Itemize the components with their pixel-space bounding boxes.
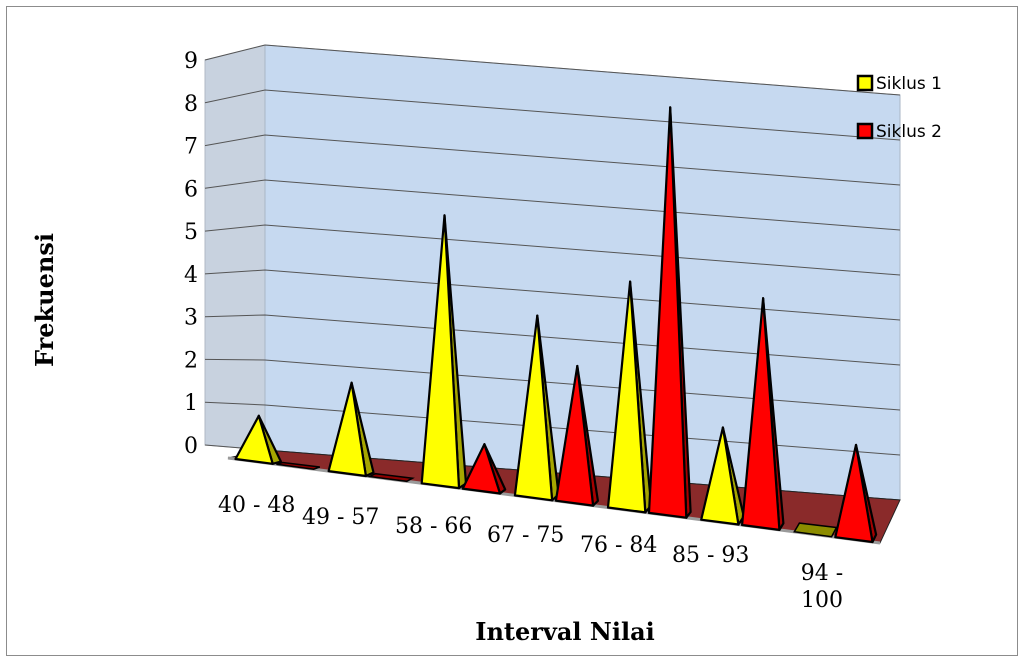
gridline — [204, 44, 901, 96]
gridline — [204, 89, 901, 141]
pyramid-front-face — [513, 314, 554, 502]
legend-label: Siklus 1 — [876, 74, 942, 94]
pyramid-front-face — [700, 426, 740, 526]
pyramid-siklus-2-5 — [740, 297, 785, 532]
gridline — [204, 224, 901, 276]
x-axis-title: Interval Nilai — [475, 617, 654, 646]
pyramid-siklus-1-1 — [327, 381, 375, 478]
y-tick-label: 1 — [184, 391, 198, 416]
gridline — [204, 179, 901, 231]
pyramid-siklus-2-6 — [834, 443, 878, 544]
side-wall — [204, 44, 266, 451]
y-tick-label: 8 — [184, 92, 198, 117]
pyramid-front-face — [834, 443, 874, 544]
y-tick-label: 3 — [184, 306, 198, 331]
legend-swatch — [856, 74, 874, 92]
legend-label: Siklus 2 — [876, 122, 942, 142]
pyramid-siklus-1-5 — [700, 426, 745, 526]
pyramid-front-face — [420, 214, 461, 490]
pyramid-siklus-1-2 — [420, 214, 468, 490]
x-tick-label: 49 - 57 — [302, 505, 379, 530]
y-tick-label: 4 — [184, 263, 198, 288]
pyramid-front-face — [647, 106, 688, 519]
pyramid-siklus-2-1 — [367, 472, 415, 483]
y-tick-label: 0 — [184, 434, 198, 459]
y-tick-label: 7 — [184, 135, 198, 160]
gridline — [204, 134, 901, 186]
pyramid-zero-base — [276, 461, 321, 470]
gridline — [204, 314, 901, 366]
y-tick-label: 9 — [184, 49, 198, 74]
x-tick-label: 94 -100 — [801, 561, 843, 613]
pyramid-siklus-1-4 — [606, 280, 653, 514]
y-axis-title: Frekuensi — [30, 233, 59, 367]
x-tick-label: 58 - 66 — [395, 514, 472, 539]
pyramid-siklus-1-0 — [234, 414, 282, 465]
gridline — [204, 358, 901, 411]
pyramid-front-face — [461, 443, 502, 495]
x-tick-label: 76 - 84 — [580, 533, 657, 558]
y-tick-label: 2 — [184, 348, 198, 373]
gridline — [204, 269, 901, 321]
legend: Siklus 1 Siklus 2 — [856, 74, 942, 142]
gridline — [204, 401, 901, 456]
pyramid-siklus-2-2 — [461, 443, 507, 495]
pyramid-front-face — [234, 414, 274, 465]
pyramid-front-face — [554, 364, 595, 507]
x-tick-label: 67 - 75 — [487, 523, 564, 548]
pyramid-siklus-2-3 — [554, 364, 600, 507]
x-tick-label: 40 - 48 — [218, 493, 295, 518]
legend-swatch — [856, 122, 874, 140]
y-tick-label: 5 — [184, 220, 198, 245]
pyramid-siklus-2-4 — [647, 106, 692, 519]
x-tick-label: 85 - 93 — [672, 543, 749, 568]
pyramid-siklus-2-0 — [276, 461, 321, 470]
pyramid-front-face — [606, 280, 647, 514]
pyramid-front-face — [740, 297, 781, 532]
pyramid-front-face — [327, 381, 367, 478]
y-tick-label: 6 — [184, 177, 198, 202]
pyramid-zero-base — [367, 472, 415, 483]
